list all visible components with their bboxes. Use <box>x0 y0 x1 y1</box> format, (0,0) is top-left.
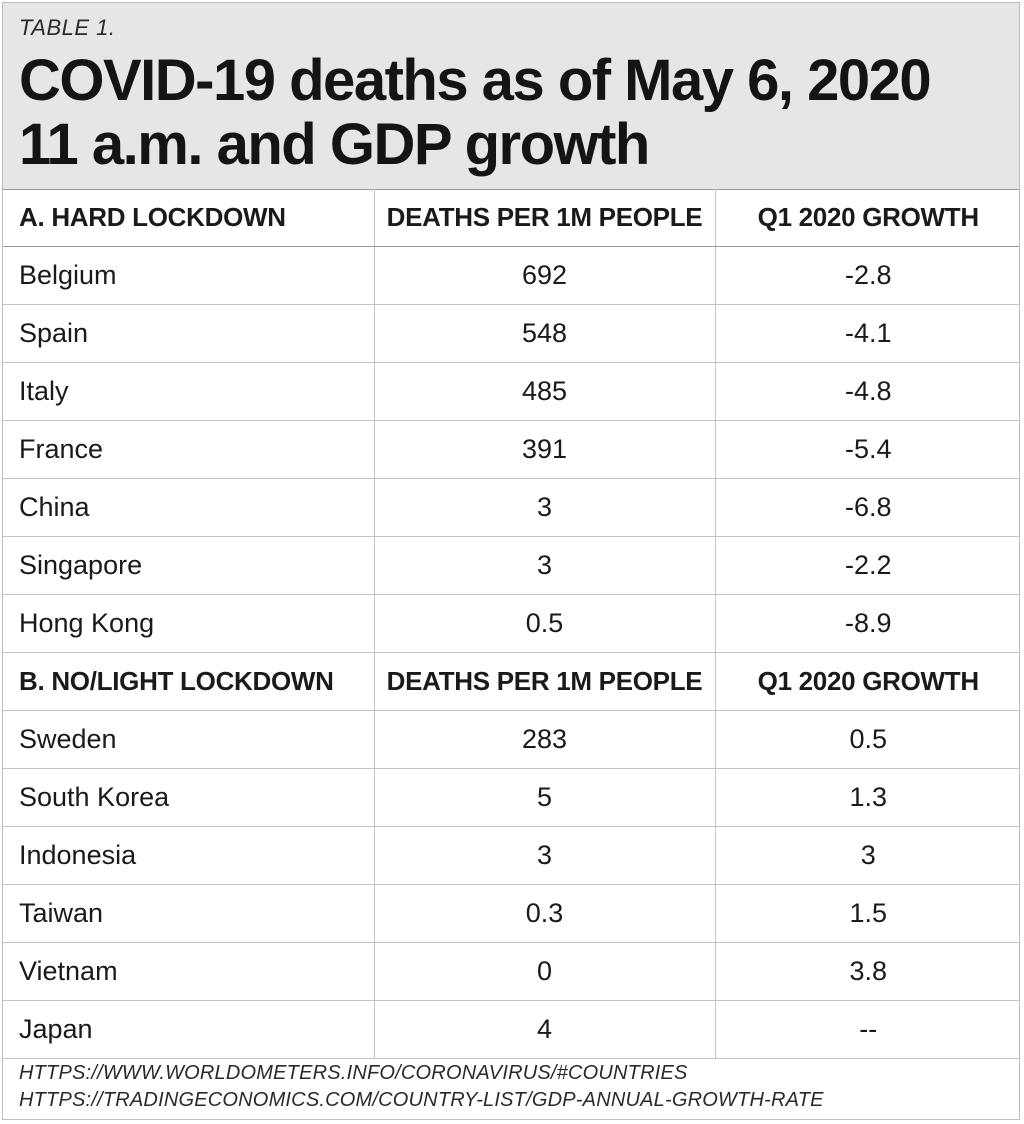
deaths-cell: 548 <box>373 304 715 363</box>
deaths-cell: 3 <box>373 826 715 885</box>
table-row: Spain 548 -4.1 <box>3 304 1019 363</box>
growth-cell: -6.8 <box>714 478 1019 537</box>
table-row: South Korea 5 1.3 <box>3 768 1019 827</box>
deaths-cell: 0 <box>373 942 715 1001</box>
growth-cell: -4.1 <box>714 304 1019 363</box>
growth-cell: 3 <box>714 826 1019 885</box>
country-cell: Hong Kong <box>3 594 374 653</box>
country-cell: Spain <box>3 304 374 363</box>
country-cell: Vietnam <box>3 942 374 1001</box>
section-header-row: B. NO/LIGHT LOCKDOWN DEATHS PER 1M PEOPLE… <box>3 652 1019 711</box>
deaths-cell: 391 <box>373 420 715 479</box>
growth-cell: -2.8 <box>714 246 1019 305</box>
table-row: Italy 485 -4.8 <box>3 362 1019 421</box>
country-cell: Taiwan <box>3 884 374 943</box>
country-cell: Italy <box>3 362 374 421</box>
table-row: Sweden 283 0.5 <box>3 710 1019 769</box>
deaths-cell: 5 <box>373 768 715 827</box>
title-line-1: COVID-19 deaths as of May 6, 2020 <box>19 48 932 113</box>
column-header: Q1 2020 GROWTH <box>714 189 1019 247</box>
table-header: TABLE 1. COVID-19 deaths as of May 6, 20… <box>3 3 1019 190</box>
country-cell: Indonesia <box>3 826 374 885</box>
country-cell: Belgium <box>3 246 374 305</box>
deaths-cell: 485 <box>373 362 715 421</box>
country-cell: France <box>3 420 374 479</box>
growth-cell: 1.5 <box>714 884 1019 943</box>
column-header: A. HARD LOCKDOWN <box>3 189 374 247</box>
data-table: A. HARD LOCKDOWN DEATHS PER 1M PEOPLE Q1 2… <box>3 189 1019 1059</box>
country-cell: China <box>3 478 374 537</box>
column-header: B. NO/LIGHT LOCKDOWN <box>3 652 374 711</box>
table-number-label: TABLE 1. <box>19 15 116 40</box>
growth-cell: -2.2 <box>714 536 1019 595</box>
country-cell: South Korea <box>3 768 374 827</box>
table-row: Hong Kong 0.5 -8.9 <box>3 594 1019 653</box>
source-link-worldometers: HTTPS://WWW.WORLDOMETERS.INFO/CORONAVIRU… <box>19 1062 688 1084</box>
deaths-cell: 0.3 <box>373 884 715 943</box>
table-row: Vietnam 0 3.8 <box>3 942 1019 1001</box>
column-header: Q1 2020 GROWTH <box>714 652 1019 711</box>
table-row: France 391 -5.4 <box>3 420 1019 479</box>
section-header-row: A. HARD LOCKDOWN DEATHS PER 1M PEOPLE Q1 2… <box>3 189 1019 247</box>
table-row: Indonesia 3 3 <box>3 826 1019 885</box>
growth-cell: 0.5 <box>714 710 1019 769</box>
column-header: DEATHS PER 1M PEOPLE <box>373 189 715 247</box>
growth-cell: -4.8 <box>714 362 1019 421</box>
deaths-cell: 3 <box>373 536 715 595</box>
country-cell: Japan <box>3 1000 374 1059</box>
table-row: Japan 4 -- <box>3 1000 1019 1059</box>
growth-cell: -8.9 <box>714 594 1019 653</box>
growth-cell: -- <box>714 1000 1019 1059</box>
country-cell: Singapore <box>3 536 374 595</box>
table-row: China 3 -6.8 <box>3 478 1019 537</box>
table-row: Belgium 692 -2.8 <box>3 246 1019 305</box>
deaths-cell: 283 <box>373 710 715 769</box>
title-line-2: 11 a.m. and GDP growth <box>19 112 650 177</box>
deaths-cell: 0.5 <box>373 594 715 653</box>
country-cell: Sweden <box>3 710 374 769</box>
column-header: DEATHS PER 1M PEOPLE <box>373 652 715 711</box>
growth-cell: -5.4 <box>714 420 1019 479</box>
table-row: Taiwan 0.3 1.5 <box>3 884 1019 943</box>
growth-cell: 3.8 <box>714 942 1019 1001</box>
deaths-cell: 692 <box>373 246 715 305</box>
table-title: COVID-19 deaths as of May 6, 2020 11 a.m… <box>19 48 932 177</box>
deaths-cell: 3 <box>373 478 715 537</box>
growth-cell: 1.3 <box>714 768 1019 827</box>
table-row: Singapore 3 -2.2 <box>3 536 1019 595</box>
sources-footer: HTTPS://WWW.WORLDOMETERS.INFO/CORONAVIRU… <box>19 1060 824 1114</box>
deaths-cell: 4 <box>373 1000 715 1059</box>
source-link-tradingeconomics: HTTPS://TRADINGECONOMICS.COM/COUNTRY-LIS… <box>19 1089 824 1111</box>
